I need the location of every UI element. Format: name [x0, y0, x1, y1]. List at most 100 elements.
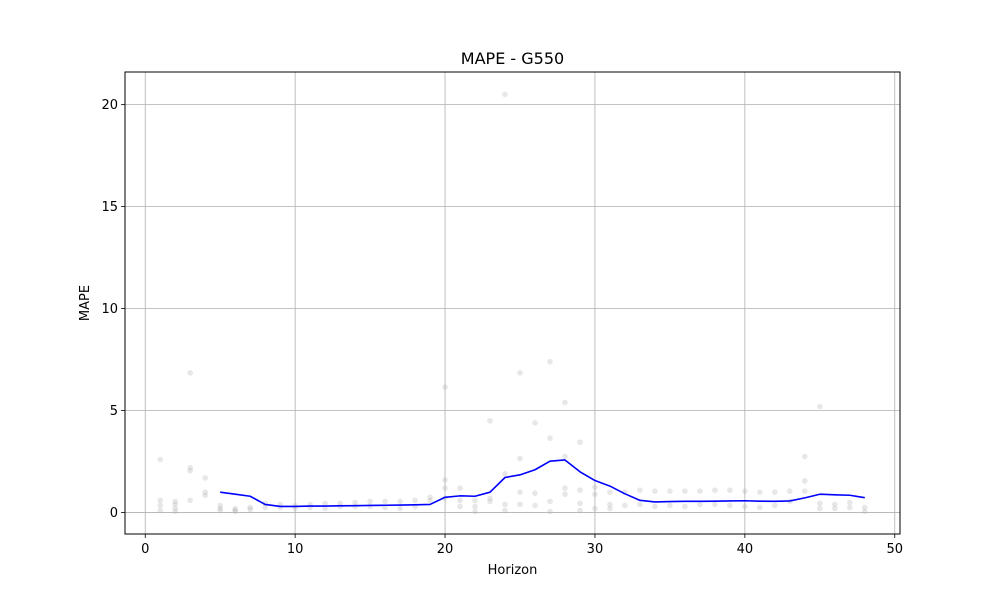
- sample-point: [397, 498, 403, 505]
- sample-point: [202, 492, 208, 499]
- sample-point: [457, 497, 463, 504]
- x-axis-label: Horizon: [488, 563, 538, 578]
- sample-point: [532, 502, 538, 509]
- mean-line-layer: [220, 459, 865, 508]
- sample-point: [607, 505, 613, 512]
- sample-point: [262, 504, 268, 511]
- sample-point: [817, 505, 823, 512]
- sample-point: [502, 507, 508, 514]
- sample-point: [802, 453, 808, 460]
- sample-point: [562, 485, 568, 491]
- sample-point: [202, 489, 208, 495]
- sample-point: [427, 497, 433, 504]
- sample-point: [772, 489, 778, 495]
- sample-point: [802, 478, 808, 484]
- sample-point: [502, 471, 508, 477]
- grid-lines: [125, 72, 900, 534]
- sample-point: [846, 504, 853, 511]
- sample-point: [172, 498, 179, 505]
- x-tick-label: 50: [886, 542, 903, 557]
- sample-point: [187, 370, 194, 376]
- sample-point: [502, 501, 508, 508]
- sample-point: [742, 488, 748, 494]
- sample-point: [442, 477, 448, 483]
- sample-point: [592, 505, 598, 512]
- sample-point: [712, 487, 718, 493]
- sample-point: [577, 487, 583, 493]
- sample-point: [547, 435, 553, 441]
- sample-point: [517, 455, 523, 462]
- sample-point: [592, 491, 598, 498]
- sample-point: [757, 504, 763, 511]
- sample-point: [157, 502, 164, 509]
- sample-point: [172, 508, 179, 515]
- sample-point: [562, 399, 568, 406]
- y-tick-label: 10: [101, 302, 118, 317]
- x-tick-label: 20: [437, 542, 454, 557]
- y-tick-label: 5: [110, 404, 118, 419]
- sample-point: [187, 467, 194, 474]
- sample-point: [232, 505, 238, 512]
- sample-point: [487, 417, 493, 424]
- sample-point: [742, 503, 748, 510]
- sample-point: [157, 507, 164, 514]
- sample-point: [517, 370, 523, 376]
- sample-point: [547, 358, 553, 365]
- sample-point: [817, 500, 823, 507]
- sample-point: [367, 498, 373, 505]
- sample-point: [846, 499, 853, 506]
- sample-point: [517, 489, 523, 495]
- sample-point: [232, 508, 238, 515]
- sample-point: [187, 497, 194, 504]
- sample-point: [502, 91, 508, 98]
- sample-point: [517, 501, 523, 508]
- sample-point: [397, 505, 403, 512]
- sample-point: [577, 500, 583, 507]
- sample-point: [622, 502, 628, 509]
- sample-point: [487, 495, 493, 502]
- x-tick-label: 0: [141, 542, 149, 557]
- axis-ticks: 0 10 20 30 40 50 0 5 10 15 20: [101, 98, 903, 557]
- sample-point: [682, 503, 688, 510]
- x-tick-label: 10: [287, 542, 304, 557]
- sample-point: [352, 499, 358, 506]
- sample-point: [457, 503, 463, 510]
- sample-point: [787, 488, 793, 494]
- sample-point: [637, 501, 643, 508]
- sample-point: [202, 475, 208, 481]
- sample-point: [682, 488, 688, 494]
- y-tick-label: 15: [101, 200, 118, 215]
- sample-point: [667, 502, 673, 509]
- sample-point: [442, 485, 448, 491]
- sample-point: [337, 500, 343, 507]
- chart-title: MAPE - G550: [461, 49, 564, 68]
- sample-point: [322, 500, 328, 507]
- sample-point: [187, 464, 194, 471]
- sample-points: [157, 91, 868, 515]
- sample-point: [472, 508, 478, 515]
- sample-point: [607, 501, 613, 508]
- sample-point: [757, 489, 763, 495]
- sample-point: [382, 498, 388, 505]
- sample-point: [217, 507, 223, 514]
- sample-point: [382, 504, 388, 511]
- y-tick-label: 20: [101, 98, 118, 113]
- x-tick-label: 30: [587, 542, 604, 557]
- sample-point: [217, 505, 223, 512]
- plot-frame: [124, 71, 901, 535]
- y-axis-label: MAPE: [78, 285, 93, 321]
- sample-point: [547, 498, 553, 505]
- sample-point: [547, 508, 553, 515]
- sample-point: [697, 501, 703, 508]
- sample-point: [652, 488, 658, 494]
- sample-point: [322, 505, 328, 512]
- sample-point: [157, 497, 164, 504]
- sample-point: [427, 494, 433, 501]
- sample-point: [367, 503, 373, 510]
- sample-point: [802, 488, 808, 494]
- sample-point: [817, 403, 823, 410]
- sample-point: [172, 501, 179, 508]
- sample-point: [667, 488, 673, 494]
